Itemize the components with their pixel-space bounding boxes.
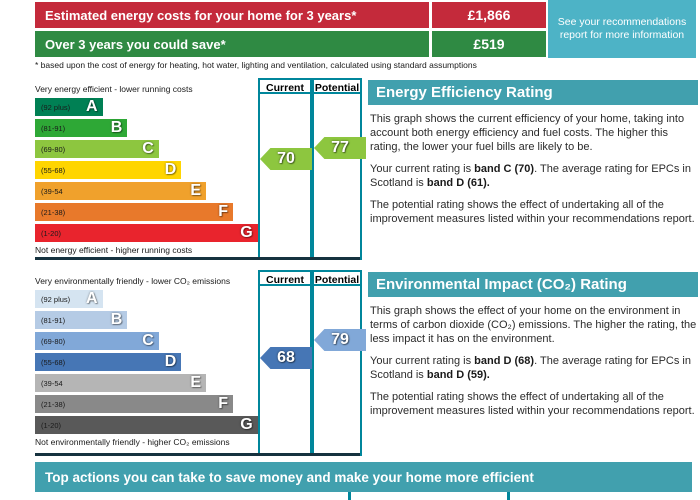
current-column-header: Current (260, 78, 310, 94)
environment-band-f: (21-38) F (35, 395, 233, 413)
band-range-label: (92 plus) (41, 102, 71, 112)
band-range-label: (81-91) (41, 123, 66, 133)
environment-current-rating-arrow: 68 (260, 347, 312, 369)
band-range-label: (1-20) (41, 228, 62, 238)
environment-current-column: Current 68 (258, 270, 312, 456)
band-letter: E (190, 374, 201, 391)
estimated-costs-row: Estimated energy costs for your home for… (35, 2, 546, 28)
energy-potential-column: Potential 77 (312, 78, 366, 260)
energy-efficiency-panel: Energy Efficiency Rating This graph show… (368, 80, 698, 227)
band-range-label: (81-91) (41, 315, 66, 325)
energy-panel-potential-text: The potential rating shows the effect of… (370, 198, 695, 225)
recommendations-note-box: See your recommendations report for more… (548, 0, 696, 58)
savings-label: Over 3 years you could save* (35, 31, 429, 57)
potential-column-header: Potential (314, 270, 360, 286)
band-letter: B (110, 311, 123, 328)
band-range-label: (39-54 (41, 186, 63, 196)
energy-potential-rating-arrow: 77 (314, 137, 366, 159)
band-letter: E (190, 182, 201, 199)
energy-band-d: (55-68) D (35, 161, 182, 179)
band-letter: A (85, 98, 98, 115)
band-range-label: (21-38) (41, 207, 66, 217)
energy-current-rating-arrow: 70 (260, 148, 312, 170)
energy-band-f: (21-38) F (35, 203, 233, 221)
environment-band-d: (55-68) D (35, 353, 182, 371)
band-letter: D (164, 161, 177, 178)
energy-cost-summary-table: Estimated energy costs for your home for… (35, 0, 696, 58)
environment-band-a: (92 plus) A (35, 290, 103, 308)
band-letter: A (85, 290, 98, 307)
band-range-label: (69-80) (41, 336, 66, 346)
environment-band-e: (39-54 E (35, 374, 206, 392)
energy-band-zone: Very energy efficient - lower running co… (35, 84, 260, 255)
assumptions-disclaimer: * based upon the cost of energy for heat… (35, 60, 477, 70)
band-range-label: (69-80) (41, 144, 66, 154)
band-letter: F (218, 395, 228, 412)
estimated-costs-value: £1,866 (432, 2, 546, 28)
energy-efficiency-chart: Very energy efficient - lower running co… (35, 78, 366, 260)
top-actions-header: Top actions you can take to save money a… (35, 462, 692, 492)
band-letter: G (240, 224, 253, 241)
energy-band-e: (39-54 E (35, 182, 206, 200)
average-rating-bold: band D (61). (426, 176, 490, 189)
energy-bottom-label: Not energy efficient - higher running co… (35, 245, 193, 255)
environment-band-g: (1-20) G (35, 416, 258, 434)
energy-panel-title: Energy Efficiency Rating (368, 80, 698, 105)
environment-panel-description: This graph shows the effect of your home… (370, 305, 697, 345)
environment-potential-column: Potential 79 (312, 270, 366, 456)
energy-current-column: Current 70 (258, 78, 312, 260)
savings-value: £519 (432, 31, 546, 57)
potential-column-header: Potential (314, 78, 360, 94)
average-rating-bold: band D (59). (426, 368, 490, 381)
energy-panel-description: This graph shows the current efficiency … (370, 113, 685, 153)
chart-baseline (35, 257, 360, 260)
environment-band-zone: Very environmentally friendly - lower CO… (35, 276, 260, 447)
energy-band-a: (92 plus) A (35, 98, 103, 116)
savings-row: Over 3 years you could save* £519 (35, 31, 546, 57)
band-letter: G (240, 416, 253, 433)
environment-top-label: Very environmentally friendly - lower CO… (35, 276, 231, 286)
environment-band-c: (69-80) C (35, 332, 159, 350)
band-letter: F (218, 203, 228, 220)
current-rating-bold: band C (70) (474, 162, 535, 175)
chart-baseline (35, 453, 360, 456)
table-column-divider (507, 492, 510, 500)
energy-band-b: (81-91) B (35, 119, 128, 137)
estimated-costs-label: Estimated energy costs for your home for… (35, 2, 429, 28)
band-letter: C (142, 332, 154, 349)
environment-panel-title: Environmental Impact (CO₂) Rating (368, 272, 698, 297)
environment-panel-rating-text: Your current rating is band D (68). The … (370, 354, 691, 381)
environmental-impact-chart: Very environmentally friendly - lower CO… (35, 270, 366, 456)
environment-panel-potential-text: The potential rating shows the effect of… (370, 390, 695, 417)
energy-band-c: (69-80) C (35, 140, 159, 158)
energy-band-g: (1-20) G (35, 224, 258, 242)
band-range-label: (1-20) (41, 420, 62, 430)
band-letter: B (110, 119, 123, 136)
environmental-impact-panel: Environmental Impact (CO₂) Rating This g… (368, 272, 698, 419)
current-column-header: Current (260, 270, 310, 286)
band-letter: C (142, 140, 154, 157)
band-range-label: (92 plus) (41, 294, 71, 304)
environment-bottom-label: Not environmentally friendly - higher CO… (35, 437, 230, 447)
table-column-divider (348, 492, 351, 500)
energy-top-label: Very energy efficient - lower running co… (35, 84, 193, 94)
band-range-label: (21-38) (41, 399, 66, 409)
band-range-label: (55-68) (41, 357, 66, 367)
environment-potential-rating-arrow: 79 (314, 329, 366, 351)
energy-panel-rating-text: Your current rating is band C (70). The … (370, 162, 691, 189)
band-letter: D (164, 353, 177, 370)
band-range-label: (39-54 (41, 378, 63, 388)
band-range-label: (55-68) (41, 165, 66, 175)
environment-band-b: (81-91) B (35, 311, 128, 329)
current-rating-bold: band D (68) (474, 354, 535, 367)
